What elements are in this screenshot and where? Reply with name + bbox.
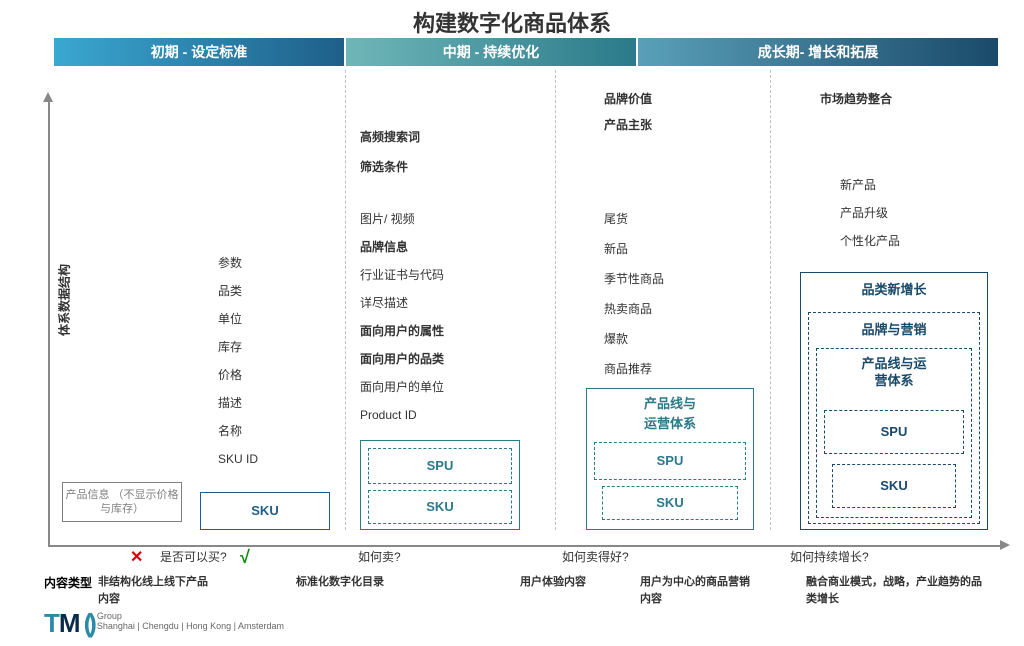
y-axis-label: 体系数据结构: [56, 264, 73, 336]
diagram-text: 价格: [218, 366, 242, 384]
diagram-box: SPU: [594, 442, 746, 480]
diagram-text: 详尽描述: [360, 294, 408, 312]
diagram-text: SKU ID: [218, 450, 258, 468]
diagram-text: 高频搜索词: [360, 128, 420, 146]
diagram-text: 品牌信息: [360, 238, 408, 256]
diagram-box: SPU: [824, 410, 964, 454]
logo-group: Group: [97, 611, 284, 621]
diagram-text: 产品主张: [604, 116, 652, 134]
diagram-box: SKU: [602, 486, 738, 520]
diagram-text: 用户体验内容: [520, 574, 586, 591]
diagram-text: 产品升级: [840, 204, 888, 222]
diagram-box: SKU: [200, 492, 330, 530]
diagram-text: ✕: [130, 546, 143, 570]
diagram-text: 如何卖得好?: [562, 548, 629, 566]
diagram-box: 产品信息 （不显示价格与库存）: [62, 482, 182, 522]
diagram-text: 个性化产品: [840, 232, 900, 250]
logo-cities: Shanghai | Chengdu | Hong Kong | Amsterd…: [97, 621, 284, 631]
phase-header: 中期 - 持续优化: [346, 38, 636, 66]
diagram-text: 品类新增长: [800, 280, 988, 300]
diagram-text: 品类: [218, 282, 242, 300]
diagram-text: 描述: [218, 394, 242, 412]
diagram-text: 季节性商品: [604, 270, 664, 288]
diagram-text: 面向用户的品类: [360, 350, 444, 368]
diagram-text: 用户为中心的商品营销内容: [640, 574, 760, 607]
diagram-text: 如何持续增长?: [790, 548, 869, 566]
phase-header: 初期 - 设定标准: [54, 38, 344, 66]
diagram-text: 参数: [218, 254, 242, 272]
diagram-text: 新品: [604, 240, 628, 258]
diagram-text: 品牌价值: [604, 90, 652, 108]
diagram-text: 商品推荐: [604, 360, 652, 378]
diagram-text: 标准化数字化目录: [296, 574, 384, 591]
diagram-text: 库存: [218, 338, 242, 356]
diagram-text: Product ID: [360, 406, 417, 424]
diagram-text: 面向用户的单位: [360, 378, 444, 396]
diagram-text: 品牌与营销: [808, 320, 980, 340]
diagram-box: SPU: [368, 448, 512, 484]
diagram-text: 是否可以买?: [160, 548, 227, 566]
diagram-text: 面向用户的属性: [360, 322, 444, 340]
diagram-text: 产品线与 运营体系: [586, 394, 754, 433]
diagram-text: 名称: [218, 422, 242, 440]
diagram-text: 新产品: [840, 176, 876, 194]
logo: TM () Group Shanghai | Chengdu | Hong Ko…: [44, 608, 284, 639]
diagram-text: 单位: [218, 310, 242, 328]
diagram-text: 尾货: [604, 210, 628, 228]
diagram-text: 非结构化线上线下产品内容: [98, 574, 208, 607]
diagram-text: 筛选条件: [360, 158, 408, 176]
phase-header: 成长期- 增长和拓展: [638, 38, 998, 66]
diagram-text: 市场趋势整合: [820, 90, 892, 108]
diagram-box: SKU: [832, 464, 956, 508]
diagram-text: 图片/ 视频: [360, 210, 415, 228]
diagram-text: √: [240, 544, 250, 571]
content-type-label: 内容类型: [44, 574, 92, 591]
diagram-box: SKU: [368, 490, 512, 524]
diagram-text: 如何卖?: [358, 548, 401, 566]
diagram-text: 行业证书与代码: [360, 266, 444, 284]
diagram-text: 热卖商品: [604, 300, 652, 318]
diagram-text: 产品线与运 营体系: [816, 356, 972, 390]
diagram-text: 爆款: [604, 330, 628, 348]
page-title: 构建数字化商品体系: [0, 0, 1024, 38]
diagram-text: 融合商业模式，战略，产业趋势的品类增长: [806, 574, 986, 607]
